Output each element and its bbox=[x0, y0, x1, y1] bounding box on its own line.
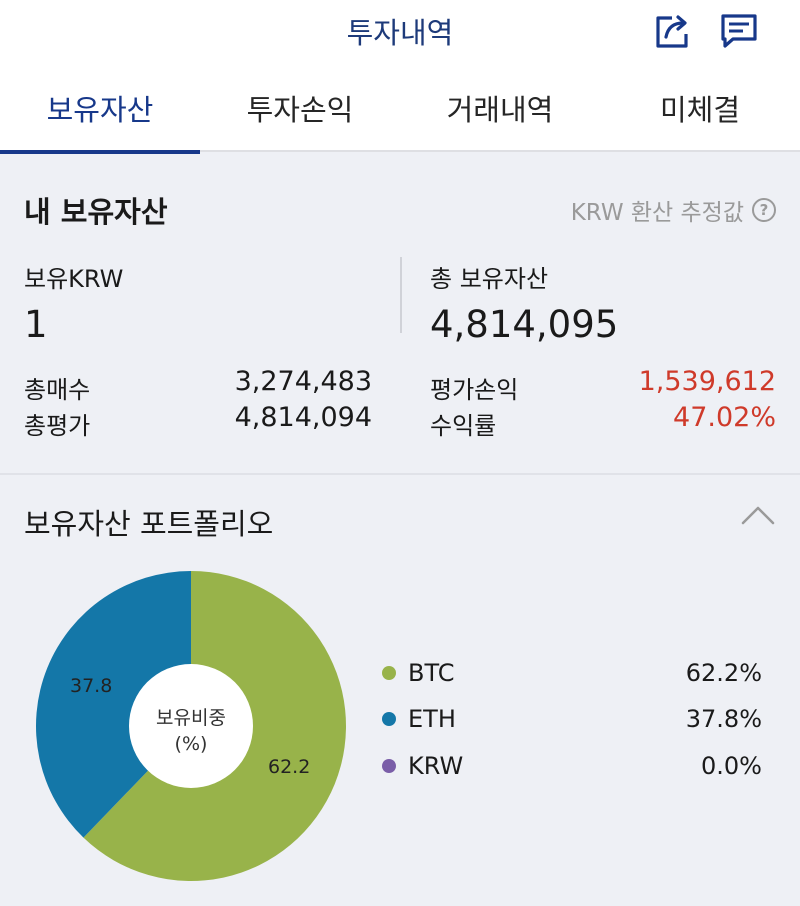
share-icon[interactable] bbox=[652, 10, 694, 52]
section-divider bbox=[0, 473, 800, 475]
legend-pct-eth: 37.8% bbox=[685, 705, 762, 733]
legend-name-eth: ETH bbox=[408, 705, 456, 733]
return-rate-value: 47.02% bbox=[673, 402, 776, 433]
legend-dot-btc bbox=[382, 666, 396, 680]
legend-name-btc: BTC bbox=[408, 659, 455, 687]
summary-divider bbox=[400, 257, 402, 333]
donut-center-line1: 보유비중 bbox=[156, 707, 226, 729]
slice-label-eth: 37.8 bbox=[70, 675, 113, 697]
return-rate-label: 수익률 bbox=[430, 412, 497, 440]
active-tab-indicator bbox=[0, 150, 200, 154]
chevron-up-icon[interactable] bbox=[740, 503, 776, 527]
legend-pct-btc: 62.2% bbox=[685, 659, 762, 687]
slice-label-btc: 62.2 bbox=[268, 756, 311, 778]
portfolio-title: 보유자산 포트폴리오 bbox=[24, 507, 274, 541]
total-buy-label: 총매수 bbox=[24, 376, 91, 404]
donut-hole bbox=[129, 664, 253, 788]
tab-pending-orders[interactable]: 미체결 bbox=[600, 62, 800, 152]
donut-center-label: 보유비중 (%) bbox=[121, 705, 261, 757]
legend-item-eth: ETH 37.8% bbox=[382, 701, 762, 737]
profit-loss-label: 평가손익 bbox=[430, 376, 519, 404]
donut-center-line2: (%) bbox=[174, 733, 208, 755]
tab-transactions-label: 거래내역 bbox=[446, 93, 554, 127]
total-assets-value: 4,814,095 bbox=[430, 303, 619, 346]
top-header: 투자내역 bbox=[0, 0, 800, 62]
krw-estimate-note[interactable]: KRW 환산 추정값 ? bbox=[571, 193, 776, 227]
krw-estimate-label: KRW 환산 추정값 bbox=[570, 200, 744, 226]
legend-name-krw: KRW bbox=[408, 752, 464, 780]
tab-profit-loss-label: 투자손익 bbox=[246, 93, 354, 127]
tab-holdings[interactable]: 보유자산 bbox=[0, 62, 200, 154]
holdings-summary: 내 보유자산 KRW 환산 추정값 ? 보유KRW 1 총 보유자산 4,814… bbox=[0, 155, 800, 473]
tab-bar: 보유자산 투자손익 거래내역 미체결 bbox=[0, 62, 800, 154]
help-icon[interactable]: ? bbox=[752, 198, 776, 222]
page-title: 투자내역 bbox=[346, 16, 454, 50]
portfolio-donut-chart bbox=[36, 571, 347, 881]
portfolio-section: 보유자산 포트폴리오 보유비중 (%) 62.2 37.8 BTC 62.2% … bbox=[0, 475, 800, 906]
chat-icon[interactable] bbox=[718, 10, 760, 52]
total-eval-value: 4,814,094 bbox=[234, 402, 372, 433]
total-eval-label: 총평가 bbox=[24, 412, 91, 440]
total-assets-label: 총 보유자산 bbox=[430, 265, 549, 293]
legend-item-krw: KRW 0.0% bbox=[382, 748, 762, 784]
tab-holdings-label: 보유자산 bbox=[46, 93, 154, 127]
donut-slice-eth bbox=[36, 571, 191, 838]
legend-item-btc: BTC 62.2% bbox=[382, 655, 762, 691]
tab-profit-loss[interactable]: 투자손익 bbox=[200, 62, 400, 152]
tab-pending-orders-label: 미체결 bbox=[659, 93, 741, 127]
total-buy-value: 3,274,483 bbox=[234, 366, 372, 397]
summary-title: 내 보유자산 bbox=[24, 195, 168, 229]
tab-transactions[interactable]: 거래내역 bbox=[400, 62, 600, 152]
krw-label: 보유KRW bbox=[24, 265, 124, 293]
legend-pct-krw: 0.0% bbox=[701, 752, 762, 780]
krw-value: 1 bbox=[24, 303, 48, 346]
profit-loss-value: 1,539,612 bbox=[638, 366, 776, 397]
legend-dot-krw bbox=[382, 759, 396, 773]
legend-dot-eth bbox=[382, 712, 396, 726]
